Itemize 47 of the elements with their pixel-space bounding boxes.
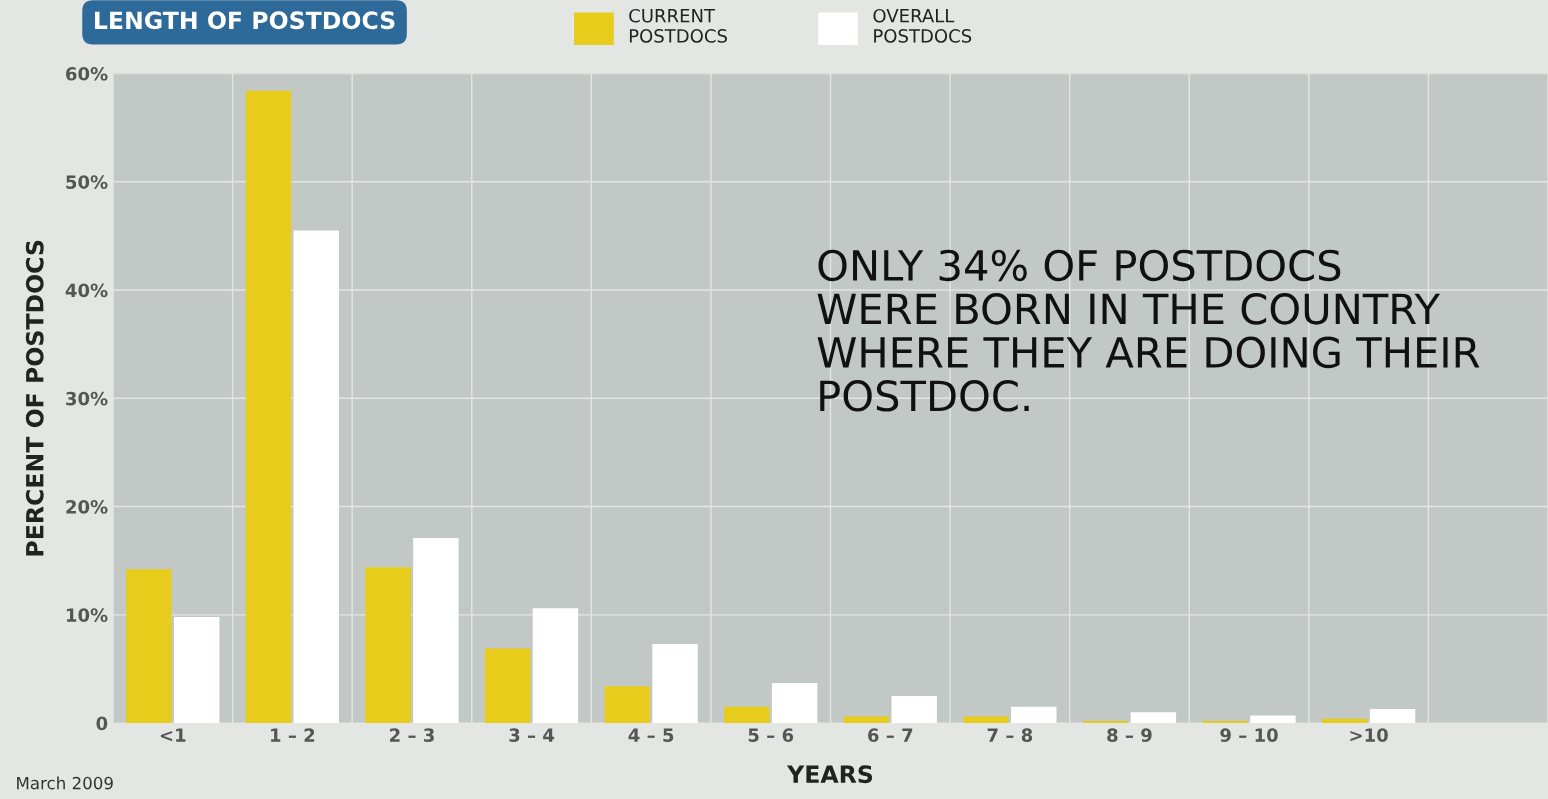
bar — [293, 230, 340, 724]
bar — [963, 716, 1009, 724]
x-axis-title: YEARS — [786, 765, 873, 784]
x-tick-label: 1 – 2 — [271, 728, 315, 742]
legend-label: CURRENT POSTDOCS — [629, 8, 727, 43]
x-tick-label: 7 – 8 — [987, 728, 1033, 742]
y-tick-label: 40% — [65, 283, 108, 298]
bar — [173, 617, 220, 724]
bar — [771, 683, 818, 724]
bar — [891, 696, 937, 724]
x-tick-label: 6 – 7 — [868, 728, 913, 742]
bar — [1011, 706, 1057, 724]
x-tick-label: 3 – 4 — [509, 728, 555, 742]
y-tick-label: 50% — [66, 175, 108, 189]
y-tick-label: 30% — [66, 391, 108, 406]
x-tick-label: 8 – 9 — [1107, 728, 1152, 742]
bar — [413, 537, 459, 724]
bar — [532, 608, 579, 724]
bar — [365, 567, 411, 724]
bar — [604, 686, 650, 724]
annotation: ONLY 34% OF POSTDOCS WERE BORN IN THE COUNTRY WHERE THEY ARE DOING THEIR POSTDOC. — [817, 249, 1480, 412]
y-tick-label: 60% — [66, 66, 108, 81]
bar — [1082, 720, 1129, 724]
bar — [1250, 715, 1296, 724]
x-tick-label: <1 — [160, 728, 186, 742]
bar — [126, 569, 172, 724]
bar — [484, 648, 531, 724]
x-tick-label: 5 – 6 — [748, 728, 794, 742]
x-tick-label: 2 – 3 — [390, 728, 434, 742]
chart-title: LENGTH OF POSTDOCS — [95, 11, 395, 30]
bar — [245, 90, 292, 724]
bar — [652, 644, 698, 724]
bar — [1321, 718, 1368, 724]
text: March 2009 — [17, 776, 113, 790]
legend-label: OVERALL POSTDOCS — [873, 8, 972, 43]
bar — [843, 716, 890, 724]
x-tick-label: 4 – 5 — [628, 728, 674, 742]
y-axis-title: PERCENT OF POSTDOCS — [25, 240, 44, 556]
x-tick-label: 9 – 10 — [1220, 728, 1278, 742]
y-tick-label: 0 — [96, 716, 108, 731]
y-tick-label: 10% — [66, 608, 108, 622]
bar — [1130, 712, 1177, 724]
bar — [724, 706, 770, 724]
bar — [1202, 720, 1248, 724]
x-tick-label: >10 — [1350, 728, 1388, 742]
y-tick-label: 20% — [66, 500, 108, 514]
bar — [1369, 709, 1416, 724]
